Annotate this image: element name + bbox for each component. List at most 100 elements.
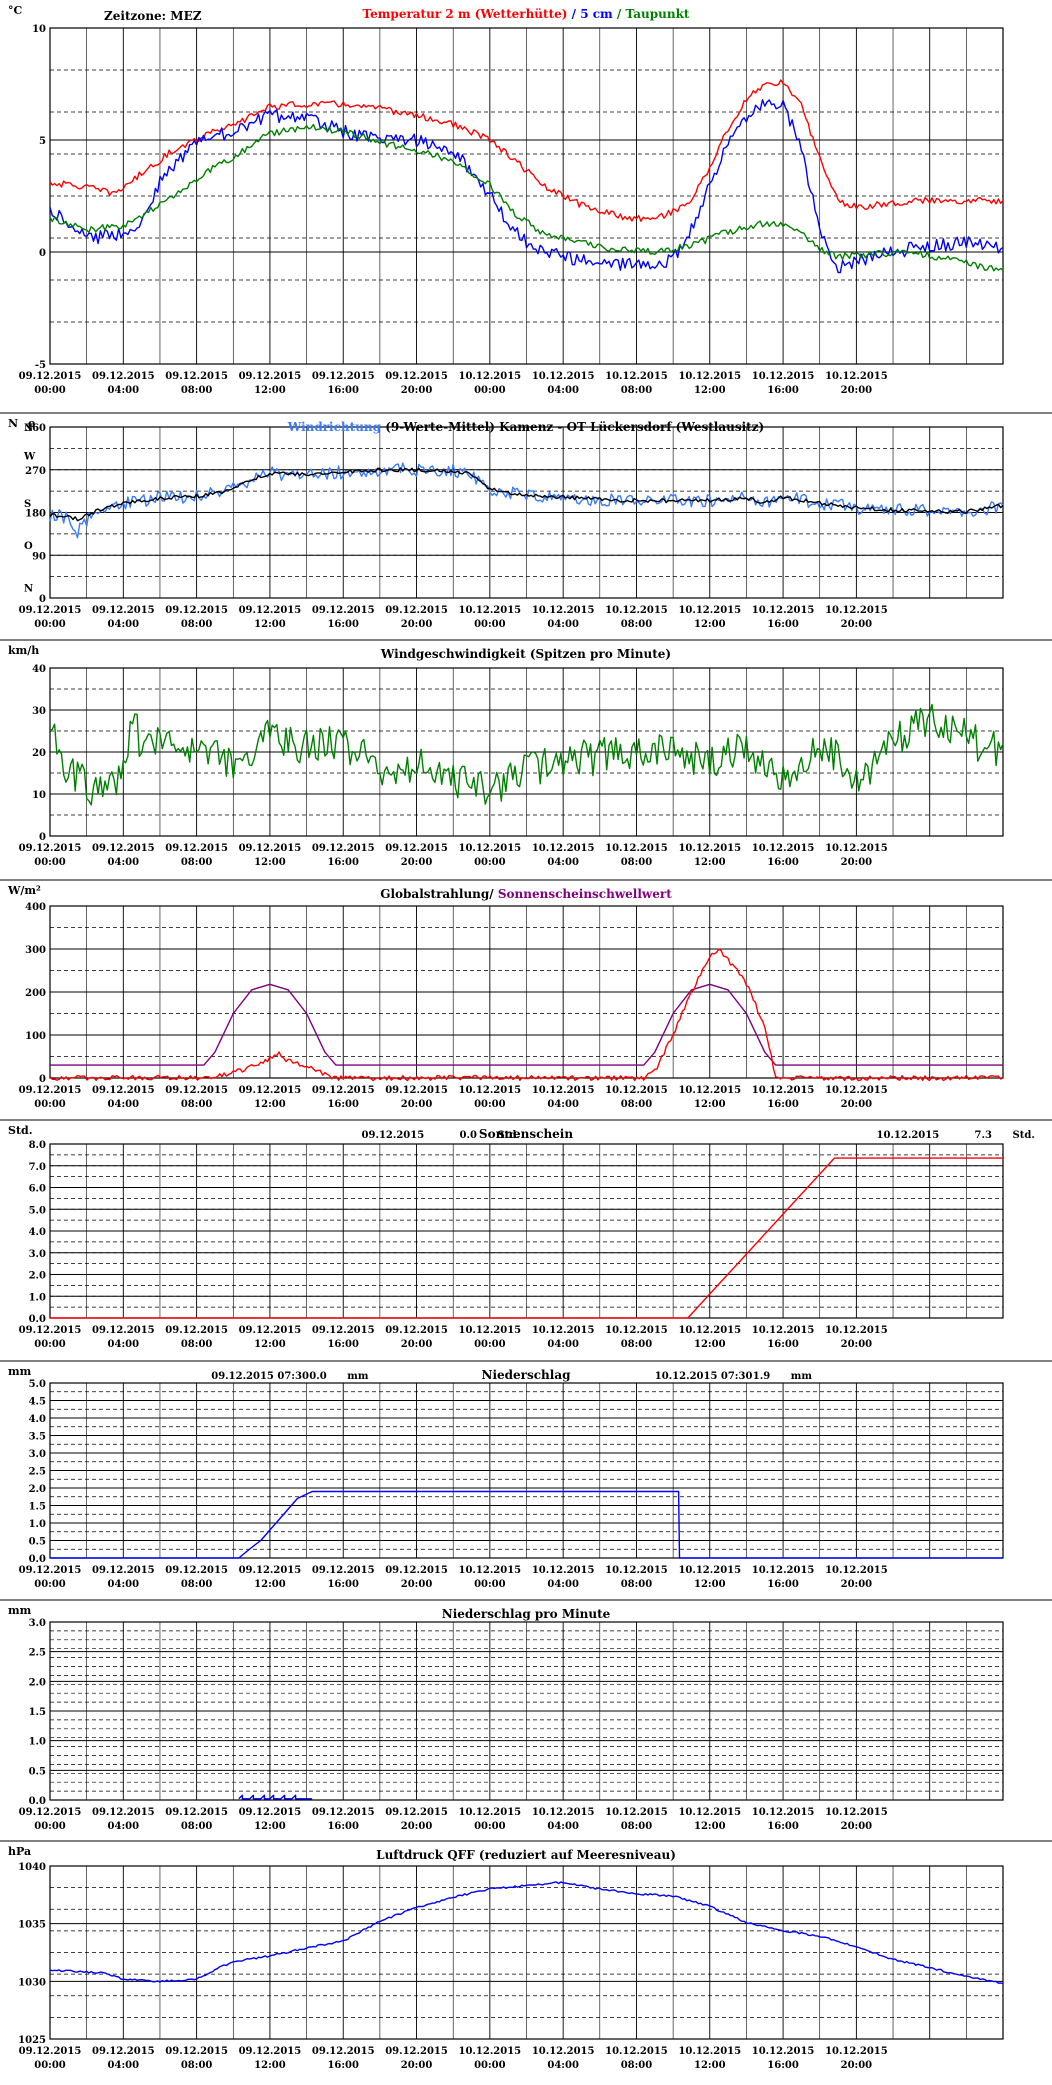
x-tick-time: 16:00 <box>767 1339 799 1350</box>
x-tick-date: 09.12.2015 <box>385 1807 448 1818</box>
x-tick-date: 09.12.2015 <box>312 1565 375 1576</box>
x-tick-date: 10.12.2015 <box>825 1325 888 1336</box>
x-tick-time: 04:00 <box>547 1579 579 1590</box>
x-tick-date: 09.12.2015 <box>19 605 82 616</box>
y-axis-label: Std. <box>8 1124 33 1137</box>
x-tick-time: 04:00 <box>108 1099 140 1110</box>
x-tick-date: 10.12.2015 <box>532 843 595 854</box>
chart-title: Niederschlag <box>481 1368 571 1382</box>
y-tick-label: 400 <box>25 902 46 913</box>
x-tick-date: 10.12.2015 <box>752 1807 815 1818</box>
chart-title: Temperatur 2 m (Wetterhütte) / 5 cm / Ta… <box>363 7 690 21</box>
x-tick-date: 10.12.2015 <box>678 1325 741 1336</box>
x-tick-time: 16:00 <box>327 1821 359 1832</box>
y-tick-label: 0.5 <box>29 1537 46 1548</box>
x-tick-time: 16:00 <box>767 1099 799 1110</box>
x-tick-time: 16:00 <box>767 857 799 868</box>
x-tick-date: 09.12.2015 <box>92 605 155 616</box>
chart-title: Luftdruck QFF (reduziert auf Meeresnivea… <box>376 1848 676 1862</box>
x-tick-time: 12:00 <box>254 857 286 868</box>
x-tick-date: 09.12.2015 <box>312 2046 375 2057</box>
summary-unit: Std. <box>1013 1130 1035 1141</box>
x-tick-time: 20:00 <box>401 2060 433 2071</box>
x-tick-date: 09.12.2015 <box>239 1085 302 1096</box>
x-tick-date: 09.12.2015 <box>312 843 375 854</box>
y-tick-label: 4.0 <box>29 1414 46 1425</box>
title-part: Windrichtung <box>287 420 382 434</box>
x-tick-time: 04:00 <box>108 385 140 396</box>
x-tick-date: 09.12.2015 <box>92 2046 155 2057</box>
x-tick-time: 16:00 <box>767 619 799 630</box>
x-tick-time: 08:00 <box>181 619 213 630</box>
x-tick-time: 20:00 <box>841 857 873 868</box>
x-tick-time: 20:00 <box>401 385 433 396</box>
y-tick-label: 2.5 <box>29 1467 46 1478</box>
compass-label: S <box>24 499 31 510</box>
x-tick-time: 12:00 <box>254 1339 286 1350</box>
x-tick-time: 20:00 <box>401 1099 433 1110</box>
y-tick-label: 1.0 <box>29 1519 46 1530</box>
y-tick-label: 1.5 <box>29 1707 46 1718</box>
series-line <box>50 1157 1003 1319</box>
x-tick-time: 00:00 <box>474 857 506 868</box>
summary-unit: Std. <box>498 1130 520 1141</box>
x-tick-time: 12:00 <box>254 1821 286 1832</box>
x-tick-time: 20:00 <box>841 1579 873 1590</box>
x-tick-date: 09.12.2015 <box>92 371 155 382</box>
chart-title: Globalstrahlung/ Sonnenscheinschwellwert <box>380 887 672 901</box>
series-line <box>50 983 1003 1066</box>
x-tick-time: 08:00 <box>181 857 213 868</box>
x-tick-time: 00:00 <box>474 1099 506 1110</box>
y-axis-label: W/m² <box>7 884 41 897</box>
x-tick-date: 09.12.2015 <box>385 605 448 616</box>
y-tick-label: 7.0 <box>29 1162 46 1173</box>
x-tick-time: 08:00 <box>621 1339 653 1350</box>
y-tick-label: 1025 <box>18 2035 46 2046</box>
x-tick-date: 09.12.2015 <box>165 1325 228 1336</box>
x-tick-date: 10.12.2015 <box>678 2046 741 2057</box>
x-tick-time: 00:00 <box>34 1099 66 1110</box>
y-tick-label: 1.0 <box>29 1737 46 1748</box>
x-tick-time: 12:00 <box>254 1099 286 1110</box>
x-tick-time: 20:00 <box>401 619 433 630</box>
x-tick-time: 08:00 <box>621 619 653 630</box>
x-tick-time: 16:00 <box>767 1821 799 1832</box>
x-tick-date: 09.12.2015 <box>165 1565 228 1576</box>
x-tick-date: 10.12.2015 <box>459 1325 522 1336</box>
x-tick-time: 00:00 <box>474 1579 506 1590</box>
x-tick-date: 10.12.2015 <box>752 1565 815 1576</box>
x-tick-date: 10.12.2015 <box>752 843 815 854</box>
x-tick-date: 10.12.2015 <box>825 1085 888 1096</box>
x-tick-time: 00:00 <box>474 1339 506 1350</box>
x-tick-time: 04:00 <box>547 1821 579 1832</box>
x-tick-time: 00:00 <box>474 1821 506 1832</box>
y-tick-label: 0.0 <box>29 1554 46 1565</box>
y-tick-label: -5 <box>35 360 46 371</box>
summary-date: 09.12.2015 07:30 <box>211 1371 309 1382</box>
title-part: / <box>567 7 580 21</box>
y-tick-label: 200 <box>25 988 46 999</box>
y-tick-label: 4.0 <box>29 1227 46 1238</box>
x-tick-date: 10.12.2015 <box>825 371 888 382</box>
x-tick-date: 10.12.2015 <box>678 843 741 854</box>
panel-precmin: 0.0 0.5 1.0 1.5 2.0 2.5 3.0mm Niederschlag pro … <box>0 1599 1052 1832</box>
summary-unit: mm <box>347 1371 369 1382</box>
title-part: 5 cm <box>580 7 613 21</box>
x-tick-time: 04:00 <box>108 857 140 868</box>
x-tick-date: 10.12.2015 <box>605 605 668 616</box>
summary-value: 7.3 <box>975 1130 992 1141</box>
x-tick-time: 20:00 <box>401 857 433 868</box>
y-tick-label: 0 <box>39 594 46 605</box>
x-tick-date: 10.12.2015 <box>825 843 888 854</box>
x-tick-time: 00:00 <box>34 619 66 630</box>
x-tick-date: 09.12.2015 <box>19 371 82 382</box>
x-tick-time: 12:00 <box>694 385 726 396</box>
panel-pres: 1025 1030 1035 1040 hPa Luftdruck QFF (reduzi… <box>0 1840 1052 2071</box>
x-tick-time: 12:00 <box>694 1821 726 1832</box>
x-tick-date: 09.12.2015 <box>19 1565 82 1576</box>
x-tick-time: 08:00 <box>181 385 213 396</box>
x-tick-time: 00:00 <box>474 385 506 396</box>
y-tick-label: 180 <box>25 509 46 520</box>
chart-title: Windgeschwindigkeit (Spitzen pro Minute) <box>380 647 671 661</box>
